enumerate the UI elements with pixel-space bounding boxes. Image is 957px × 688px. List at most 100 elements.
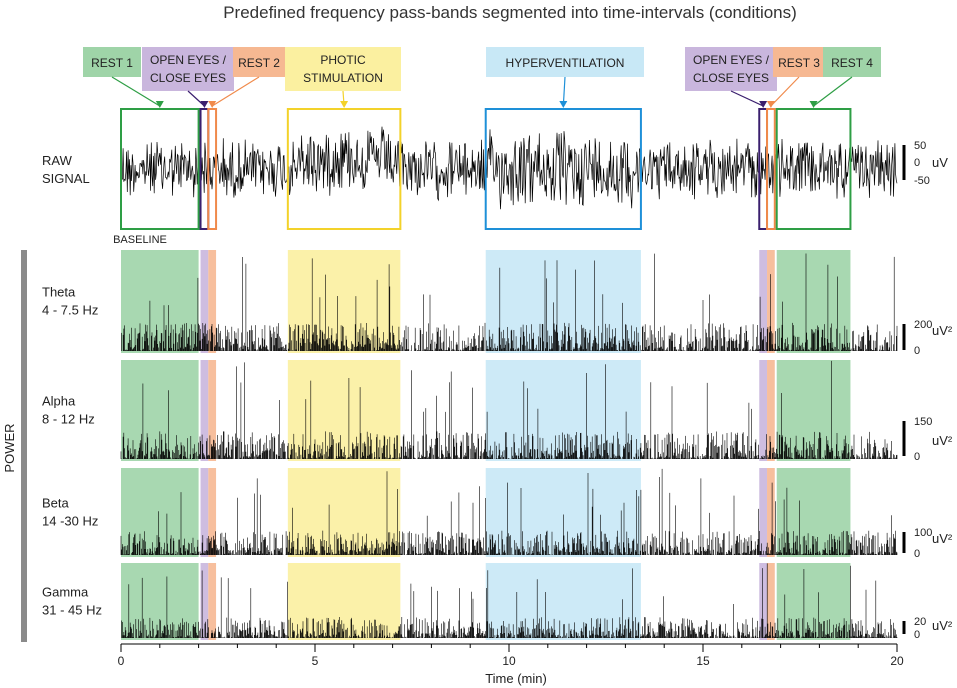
panel-label-0-line2: SIGNAL (42, 171, 90, 186)
condition-fill-2-panel-1 (208, 250, 217, 353)
condition-arrowhead-6 (766, 101, 775, 108)
condition-fill-1-panel-2 (200, 360, 209, 461)
condition-label-3-line-1: STIMULATION (303, 71, 383, 85)
condition-box-3 (286, 108, 402, 230)
condition-label-4-line-0: HYPERVENTILATION (506, 56, 625, 70)
condition-fill-3-panel-2 (287, 360, 401, 461)
panel-label-1-line1: Theta (42, 285, 76, 300)
panel-label-3-line1: Beta (42, 496, 70, 511)
condition-label-bg-4 (486, 47, 644, 77)
condition-fill-1-panel-3 (200, 468, 209, 557)
condition-arrowhead-2 (208, 101, 217, 108)
condition-fill-5-panel-2 (759, 360, 768, 461)
scale-unit-0: uV (932, 155, 948, 170)
condition-box-6 (766, 108, 776, 230)
panel-label-0-line1: RAW (42, 153, 73, 168)
scale-tick-2-0: 150 (914, 416, 932, 428)
trace-raw-signal (120, 126, 898, 210)
scale-tick-4-1: 0 (914, 629, 920, 641)
condition-label-7-line-0: REST 4 (831, 56, 873, 70)
condition-arrow-7 (813, 76, 853, 107)
condition-arrow-5 (730, 90, 764, 107)
condition-fill-6-panel-2 (767, 360, 775, 461)
x-tick-label-15: 15 (696, 654, 710, 668)
condition-fill-1-panel-1 (200, 250, 209, 353)
condition-arrowhead-4 (559, 101, 568, 108)
condition-fill-7-panel-2 (776, 360, 851, 461)
condition-fill-6-panel-3 (767, 468, 775, 557)
condition-label-1-line-1: CLOSE EYES (150, 71, 226, 85)
x-tick-label-20: 20 (890, 654, 904, 668)
condition-label-bg-7 (823, 47, 881, 77)
condition-label-bg-0 (83, 47, 141, 77)
x-tick-label-0: 0 (118, 654, 125, 668)
condition-fill-2-panel-4 (208, 563, 217, 640)
condition-label-bg-1 (142, 47, 234, 91)
condition-labels: REST 1 OPEN EYES / CLOSE EYES REST 2 PHOTIC S… (83, 47, 881, 108)
scale-tick-2-1: 0 (914, 451, 920, 463)
condition-fill-5-panel-4 (759, 563, 768, 640)
condition-arrowhead-0 (155, 101, 164, 108)
scale-tick-1-1: 0 (914, 345, 920, 357)
panel-label-1-line2: 4 - 7.5 Hz (42, 303, 98, 318)
condition-box-5 (758, 108, 769, 230)
condition-fill-1-panel-4 (200, 563, 209, 640)
condition-arrowhead-3 (340, 101, 349, 108)
condition-fill-4-panel-2 (485, 360, 641, 461)
scale-tick-0-1: 0 (914, 157, 920, 169)
baseline-label: BASELINE (113, 234, 167, 246)
condition-label-bg-5 (685, 47, 777, 91)
condition-fills (121, 250, 851, 640)
condition-arrowhead-5 (759, 101, 768, 108)
condition-box-2 (207, 108, 218, 230)
condition-fill-4-panel-1 (485, 250, 641, 353)
condition-label-bg-2 (233, 47, 285, 77)
condition-boxes (120, 108, 852, 230)
scale-unit-2: uV² (932, 433, 953, 448)
power-label: POWER (2, 423, 17, 472)
condition-label-5-line-1: CLOSE EYES (693, 71, 769, 85)
x-axis-label: Time (min) (485, 671, 547, 686)
condition-label-bg-3 (285, 47, 401, 91)
trace-theta (121, 253, 898, 351)
condition-arrowhead-7 (809, 101, 818, 108)
trace-alpha (120, 360, 898, 459)
condition-box-0 (120, 108, 200, 230)
scale-unit-3: uV² (932, 531, 953, 546)
x-tick-label-10: 10 (502, 654, 516, 668)
time-axis: 0 5 10 15 20 (118, 643, 904, 668)
panel-label-2-line2: 8 - 12 Hz (42, 412, 95, 427)
condition-fill-3-panel-3 (287, 468, 401, 557)
condition-label-5-line-0: OPEN EYES / (693, 53, 770, 67)
panel-label-2-line1: Alpha (42, 394, 76, 409)
condition-box-7 (775, 108, 852, 230)
condition-arrow-2 (211, 76, 260, 107)
condition-arrowhead-1 (200, 101, 209, 108)
scale-tick-3-0: 100 (914, 527, 932, 539)
trace-beta (120, 468, 898, 555)
condition-fill-6-panel-4 (767, 563, 775, 640)
scale-tick-0-0: 50 (914, 140, 926, 152)
chart-title: Predefined frequency pass-bands segmente… (223, 3, 797, 22)
condition-box-4 (484, 108, 642, 230)
x-tick-label-5: 5 (312, 654, 319, 668)
scale-tick-4-0: 20 (914, 616, 926, 628)
panel-label-4-line1: Gamma (42, 585, 89, 600)
panel-label-4-line2: 31 - 45 Hz (42, 603, 102, 618)
condition-fill-2-panel-2 (208, 360, 217, 461)
panel-label-3-line2: 14 -30 Hz (42, 514, 98, 529)
condition-arrow-1 (187, 90, 205, 107)
condition-fill-2-panel-3 (208, 468, 217, 557)
condition-label-0-line-0: REST 1 (91, 56, 133, 70)
scale-tick-0-2: -50 (914, 175, 930, 187)
condition-label-bg-6 (773, 47, 825, 77)
scale-tick-1-0: 200 (914, 319, 932, 331)
scale-unit-4: uV² (932, 618, 953, 633)
condition-arrow-6 (770, 76, 800, 107)
power-bracket (21, 250, 27, 642)
trace-gamma (121, 563, 898, 638)
condition-label-3-line-0: PHOTIC (320, 53, 366, 67)
condition-label-6-line-0: REST 3 (778, 56, 820, 70)
